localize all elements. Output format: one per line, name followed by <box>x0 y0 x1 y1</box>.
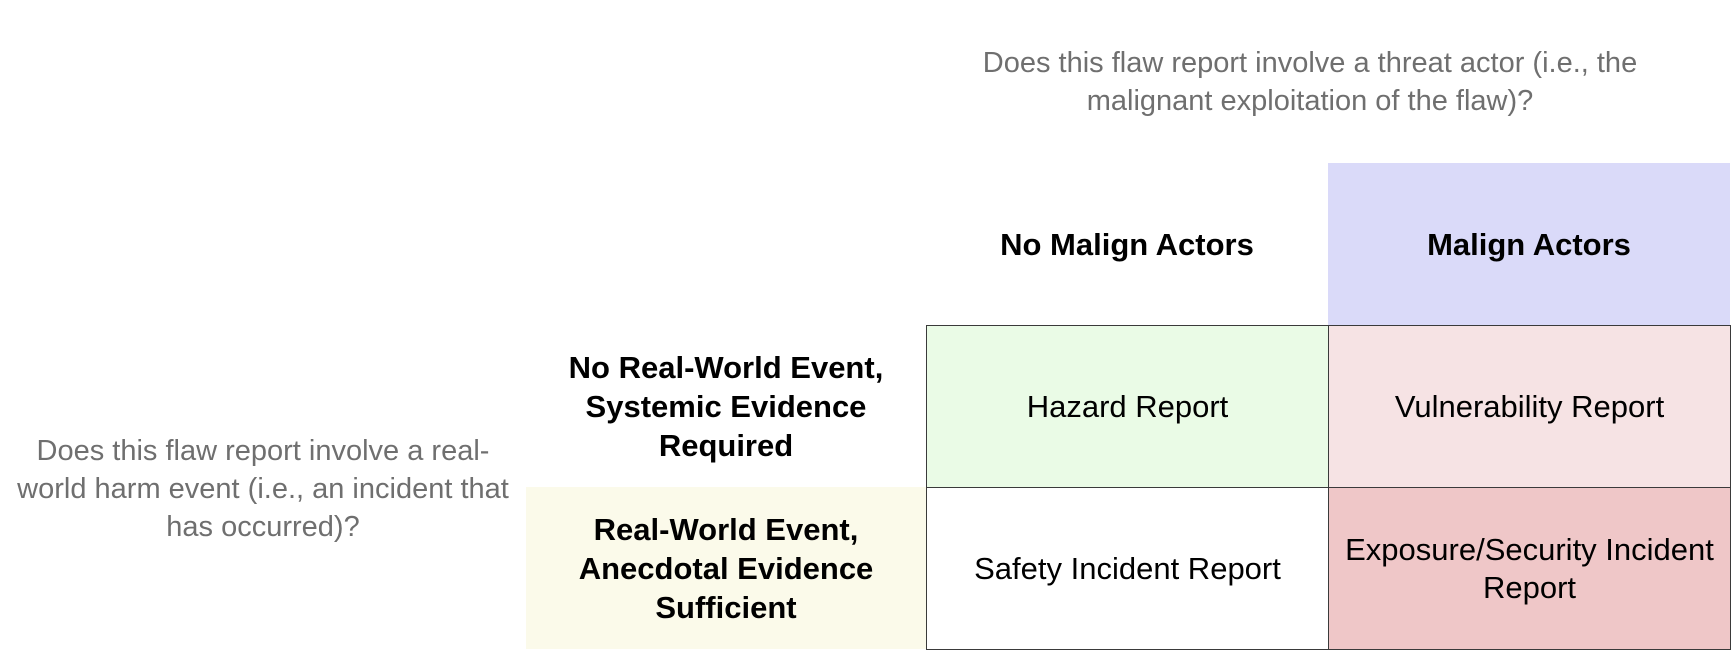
cell-label: Exposure/Security Incident Report <box>1345 531 1714 605</box>
cell-hazard-report: Hazard Report <box>926 325 1329 488</box>
column-axis-question: Does this flaw report involve a threat a… <box>982 47 1638 117</box>
cell-label: Vulnerability Report <box>1394 388 1665 424</box>
column-header-no-malign-actors: No Malign Actors <box>926 163 1328 325</box>
row-header-no-real-world-event: No Real-World Event, Systemic Evidence R… <box>526 325 926 487</box>
column-header-label: No Malign Actors <box>1000 226 1254 262</box>
cell-label: Hazard Report <box>1026 388 1229 424</box>
row-header-real-world-event: Real-World Event, Anecdotal Evidence Suf… <box>526 487 926 649</box>
cell-label: Safety Incident Report <box>974 550 1281 586</box>
column-header-malign-actors: Malign Actors <box>1328 163 1730 325</box>
cell-vulnerability-report: Vulnerability Report <box>1328 325 1731 488</box>
cell-exposure-security-incident-report: Exposure/Security Incident Report <box>1328 487 1731 650</box>
row-header-label: Real-World Event, Anecdotal Evidence Suf… <box>578 511 874 625</box>
cell-safety-incident-report: Safety Incident Report <box>926 487 1329 650</box>
column-header-label: Malign Actors <box>1427 226 1631 262</box>
row-axis-question: Does this flaw report involve a real-wor… <box>17 435 509 543</box>
row-header-label: No Real-World Event, Systemic Evidence R… <box>568 349 884 463</box>
